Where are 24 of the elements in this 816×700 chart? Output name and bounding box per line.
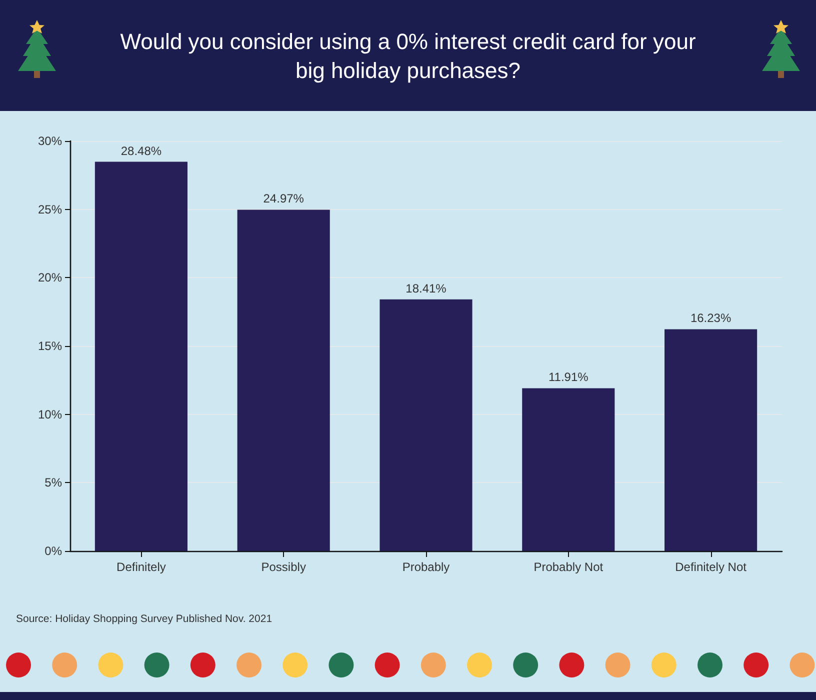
- chart-title: Would you consider using a 0% interest credit card for your big holiday purchases?: [119, 28, 697, 84]
- bar: [380, 299, 472, 551]
- x-tick-label: Probably: [402, 560, 450, 574]
- y-tick-label: 15%: [38, 339, 62, 353]
- bar: [522, 388, 615, 551]
- y-tick-label: 10%: [38, 407, 62, 422]
- source-note: Source: Holiday Shopping Survey Published Nov. 2021: [16, 613, 272, 625]
- data-label: 16.23%: [690, 311, 732, 326]
- y-tick-label: 0%: [44, 544, 62, 558]
- bar: [664, 329, 758, 551]
- data-label: 18.41%: [406, 281, 447, 296]
- y-tick-label: 25%: [38, 202, 62, 216]
- data-label: 24.97%: [263, 192, 304, 206]
- x-tick-label: Probably Not: [534, 560, 604, 574]
- bar: [94, 162, 188, 551]
- bar: [237, 210, 330, 551]
- y-tick-label: 5%: [44, 476, 62, 490]
- x-tick-label: Definitely: [116, 560, 166, 574]
- data-label: 11.91%: [548, 370, 589, 384]
- x-tick-label: Definitely Not: [675, 560, 748, 574]
- y-tick-label: 30%: [38, 134, 62, 148]
- x-tick-label: Possibly: [261, 560, 306, 574]
- data-label: 28.48%: [120, 144, 162, 158]
- y-tick-label: 20%: [38, 270, 62, 285]
